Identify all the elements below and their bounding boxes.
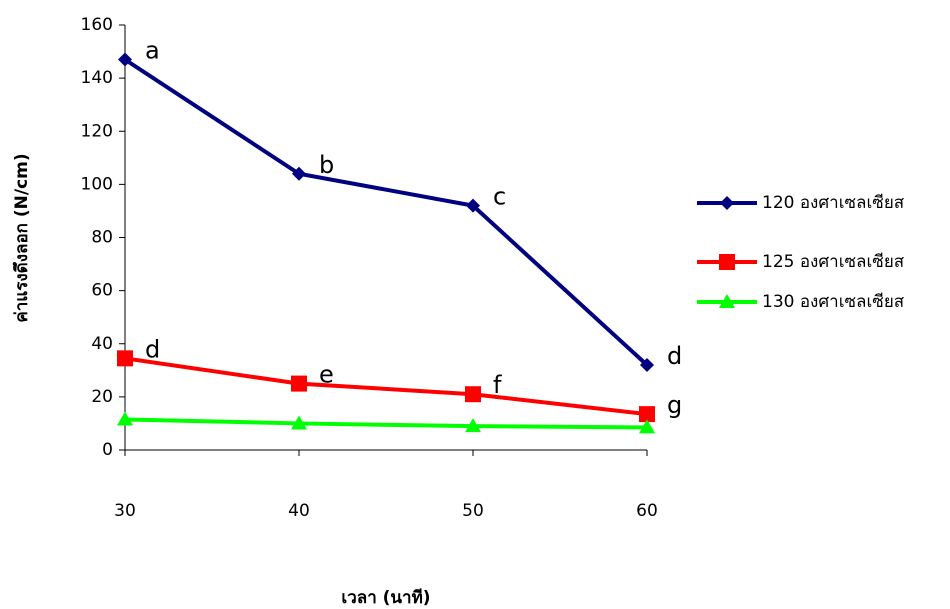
x-tick-label: 40 (288, 501, 310, 521)
point-label: b (319, 151, 334, 179)
marker (465, 386, 481, 402)
y-tick-label: 100 (81, 174, 113, 194)
point-label: f (493, 371, 502, 399)
series-line (125, 358, 647, 414)
y-tick-label: 60 (91, 281, 113, 301)
point-label: e (319, 361, 334, 389)
y-axis-label: ค่าแรงดึงลอก (N/cm) (12, 153, 32, 322)
point-label: c (493, 183, 506, 211)
legend-label: 130 องศาเซลเซียส (762, 292, 905, 312)
point-label: a (145, 37, 160, 65)
legend-marker (719, 254, 735, 270)
point-label: d (145, 335, 160, 363)
y-tick-label: 0 (102, 440, 113, 460)
series-line (125, 419, 647, 427)
point-label: g (667, 391, 682, 419)
legend-label: 120 องศาเซลเซียส (762, 193, 905, 213)
marker (291, 376, 307, 392)
chart: เวลา (นาที) ค่าแรงดึงลอก (N/cm) 0 20 40 60 8… (0, 0, 950, 609)
y-tick-label: 80 (91, 228, 113, 248)
marker (117, 350, 133, 366)
y-tick-label: 40 (91, 334, 113, 354)
legend-marker (720, 196, 734, 210)
x-axis-label: เวลา (นาที) (341, 587, 430, 608)
y-tick-label: 120 (81, 121, 113, 141)
y-tick-label: 160 (81, 15, 113, 35)
x-tick-label: 60 (636, 501, 658, 521)
x-tick-label: 50 (462, 501, 484, 521)
series-line (125, 60, 647, 365)
y-tick-label: 20 (91, 387, 113, 407)
x-tick-label: 30 (114, 501, 136, 521)
y-tick-label: 140 (81, 68, 113, 88)
legend-label: 125 องศาเซลเซียส (762, 252, 905, 272)
point-label: d (667, 342, 682, 370)
